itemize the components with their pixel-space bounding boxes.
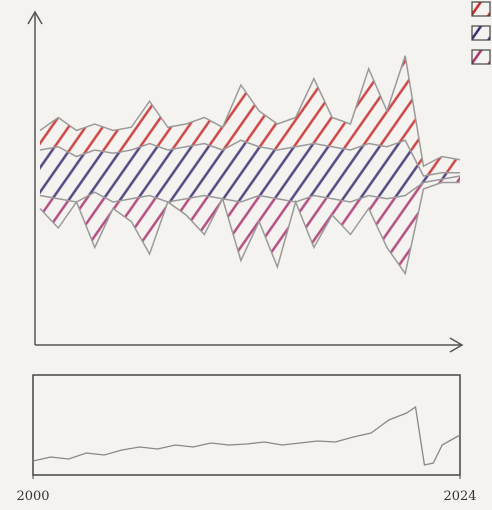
overview-frame <box>32 374 461 476</box>
x-tick-label: 2024 <box>443 489 476 504</box>
line <box>39 139 460 177</box>
line <box>39 55 461 168</box>
y-axis-arrow <box>27 10 43 25</box>
hatched-band <box>40 140 460 202</box>
legend-swatch <box>471 25 491 41</box>
line <box>39 175 461 203</box>
overview-line <box>32 405 461 466</box>
x-axis-arrow <box>449 337 464 353</box>
x-tick-label: 2000 <box>16 489 49 504</box>
legend-swatch <box>471 49 491 65</box>
hatched-band <box>40 55 460 176</box>
legend-swatch <box>471 1 491 17</box>
line <box>39 181 460 276</box>
